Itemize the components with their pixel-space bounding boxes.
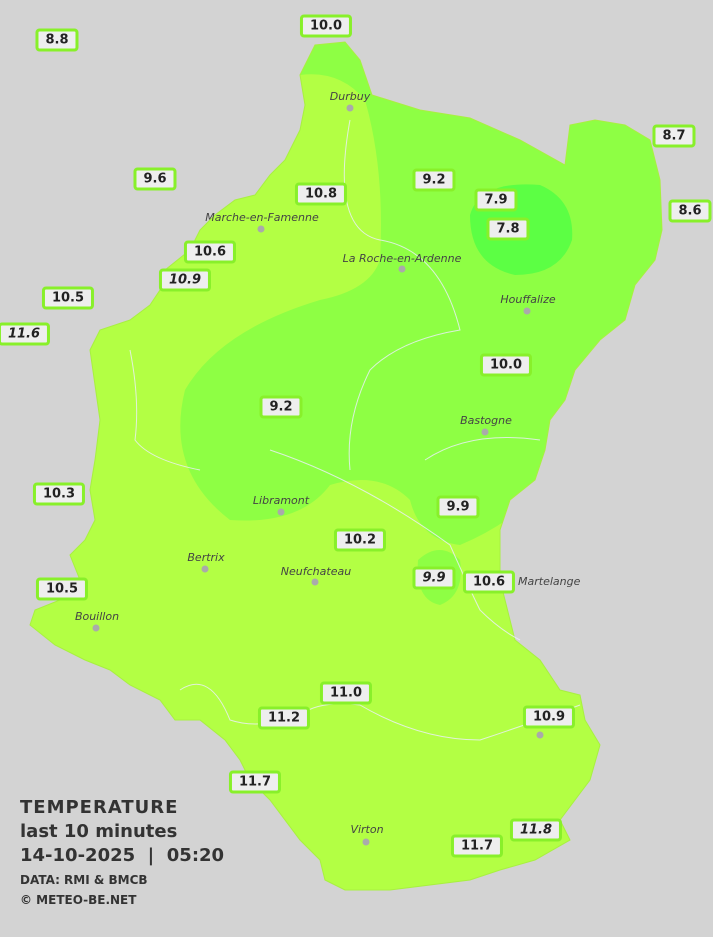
station-label: 10.9	[522, 705, 576, 729]
station-label: 10.6	[183, 240, 237, 264]
legend-datetime: 14-10-2025 | 05:20	[20, 845, 225, 866]
station-label: 8.8	[35, 28, 79, 52]
station-label: 10.6	[462, 570, 516, 594]
city-dot-marche	[257, 225, 265, 233]
legend-source: DATA: RMI & BMCB	[20, 873, 148, 887]
station-label: 7.9	[474, 188, 518, 212]
legend-period: last 10 minutes	[20, 821, 178, 842]
legend-title: TEMPERATURE	[20, 797, 179, 818]
city-label-bastogne: Bastogne	[460, 414, 512, 427]
city-label-bouillon: Bouillon	[74, 610, 120, 623]
city-dot-neufchateau	[311, 578, 319, 586]
station-label: 9.2	[259, 395, 303, 419]
city-label-neufchateau: Neufchateau	[280, 565, 352, 578]
city-dot-bouillon	[92, 624, 100, 632]
city-dot-la-roche	[398, 265, 406, 273]
city-dot-arlon	[536, 731, 544, 739]
city-label-libramont: Libramont	[252, 494, 310, 507]
station-label: 11.7	[450, 834, 504, 858]
city-label-martelange: Martelange	[518, 575, 581, 588]
city-label-la-roche-en-ardenne: La Roche-en-Ardenne	[342, 252, 462, 265]
city-label-marche-en-famenne: Marche-en-Famenne	[205, 211, 319, 224]
station-label: 9.9	[412, 566, 456, 590]
city-dot-houffalize	[523, 307, 531, 315]
station-label: 8.6	[668, 199, 712, 223]
station-label: 10.5	[41, 286, 95, 310]
city-label-houffalize: Houffalize	[500, 293, 556, 306]
station-label: 10.0	[479, 353, 533, 377]
station-label: 9.6	[133, 167, 177, 191]
station-label: 11.7	[228, 770, 282, 794]
city-dot-durbuy	[346, 104, 354, 112]
station-label: 10.0	[299, 14, 353, 38]
city-dot-bastogne	[481, 428, 489, 436]
station-label: 10.8	[294, 182, 348, 206]
legend-copyright: © METEO-BE.NET	[20, 893, 137, 907]
station-label: 11.0	[319, 681, 373, 705]
station-label: 9.9	[436, 495, 480, 519]
station-label: 10.2	[333, 528, 387, 552]
station-label: 8.7	[652, 124, 696, 148]
city-dot-virton	[362, 838, 370, 846]
city-label-bertrix: Bertrix	[187, 551, 225, 564]
city-dot-bertrix	[201, 565, 209, 573]
station-label: 11.2	[257, 706, 311, 730]
city-label-virton: Virton	[350, 823, 384, 836]
city-dot-libramont	[277, 508, 285, 516]
station-label: 11.6	[0, 322, 51, 346]
station-label: 9.2	[412, 168, 456, 192]
station-label: 11.8	[509, 818, 563, 842]
station-label: 7.8	[486, 217, 530, 241]
city-label-durbuy: Durbuy	[329, 90, 371, 103]
station-label: 10.3	[32, 482, 86, 506]
legend: TEMPERATURE last 10 minutes 14-10-2025 |…	[20, 796, 224, 910]
station-label: 10.5	[35, 577, 89, 601]
station-label: 10.9	[158, 268, 212, 292]
